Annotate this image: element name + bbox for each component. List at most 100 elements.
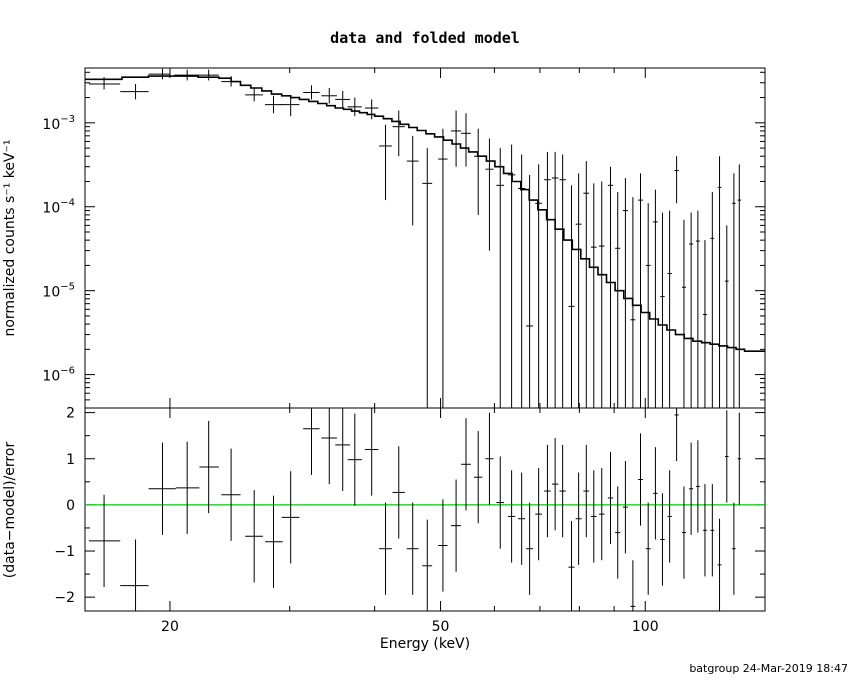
spectrum-data-point [148,68,170,80]
spectrum-data-point [535,164,543,408]
spectrum-data-point [281,95,300,117]
residual-data-point [703,484,707,577]
residual-data-point [695,440,700,533]
spectrum-data-point [710,191,715,408]
y-tick-label: 1 [66,452,75,468]
residual-data-point [615,486,621,579]
residual-data-point [660,493,665,586]
residual-data-point [568,521,575,611]
spectrum-data-point [667,210,672,408]
residual-data-point [737,412,742,505]
spectrum-data-point [379,124,392,201]
y-axis-label: normalized counts s⁻¹ keV⁻¹ [2,139,18,336]
spectrum-data-point [496,148,505,408]
residual-data-point [575,472,582,565]
residual-data-point [120,539,149,611]
residual-data-point [717,518,722,611]
spectrum-data-point [607,166,614,408]
spectrum-data-point [615,191,621,408]
x-axis-label: Energy (keV) [380,636,470,652]
residual-data-point [422,519,433,611]
spectrum-data-point [695,210,700,408]
spectrum-data-point [199,69,219,81]
residual-data-point [245,490,263,583]
spectrum-data-point [303,85,320,100]
residual-data-point [645,502,651,595]
residual-data-point [710,484,715,577]
y-tick-label: 10−4 [42,198,75,217]
spectrum-data-point [575,173,582,408]
residual-data-point [474,431,483,524]
spectrum-data-point [321,87,337,104]
spectrum-data-point [451,110,462,167]
residual-data-point [583,444,590,538]
spectrum-data-point [507,144,516,408]
spectrum-data-point [335,90,351,109]
residual-data-point [674,408,679,462]
x-tick-label: 20 [161,619,179,635]
spectrum-data-point [518,154,526,408]
footer-credit: batgroup 24-Mar-2019 18:47 [689,662,848,675]
spectrum-data-point [583,161,590,408]
spectrum-data-point [732,173,736,408]
spectrum-data-point [737,164,742,408]
spectrum-data-point [221,76,241,87]
y-tick-label: 2 [66,406,75,422]
residual-data-point [281,471,300,564]
spectrum-data-point [630,197,636,408]
spectrum-data-point [645,203,651,408]
residual-data-point [551,437,559,531]
residual-data-point [725,410,729,503]
spectrum-data-point [406,135,419,226]
spectrum-data-point [551,151,559,408]
spectrum-data-point [622,178,628,408]
residual-data-point [638,433,643,526]
residual-data-point [598,467,605,561]
residual-data-point [485,412,494,505]
residual-data-point [303,408,320,475]
residual-data-point [622,461,628,554]
y-tick-label: 10−6 [42,366,75,385]
spectrum-data-point [245,87,263,102]
y-tick-label: 10−3 [42,114,75,133]
residual-data-point [590,470,597,563]
spectrum-data-point [660,212,665,408]
y-tick-label: −2 [54,590,75,606]
x-tick-label: 100 [632,619,659,635]
spectrum-data-point [653,189,658,408]
residual-data-point [321,408,337,485]
y-tick-label: 10−5 [42,282,75,301]
spectrum-data-point [265,95,283,114]
y-tick-label: 0 [66,498,75,514]
residual-data-point [732,502,736,595]
residual-data-point [347,413,362,506]
residual-data-point [689,442,694,535]
chart-title: data and folded model [330,29,520,47]
residual-data-point [406,502,419,595]
residual-data-point [507,470,516,563]
spectrum-data-point [559,154,566,408]
spectrum-data-point [438,128,448,408]
spectrum-data-point [568,185,575,408]
residual-data-point [526,502,534,595]
residual-data-point [544,444,551,538]
residual-data-point [535,467,543,561]
model-step-line [85,75,765,352]
residual-data-point [335,408,351,492]
residual-data-point [518,472,526,565]
x-tick-label: 50 [432,619,450,635]
spectrum-data-point [544,151,551,408]
spectrum-data-point [364,99,379,120]
spectrum-data-point [461,113,471,167]
residual-data-point [364,408,379,496]
residual-data-point [88,494,121,588]
spectrum-data-point [703,240,707,408]
spectrum-data-point [120,84,149,100]
spectrum-data-point [689,212,694,408]
spectrum-data-point [347,97,362,117]
residual-data-point [265,495,283,588]
bottom-plot-frame [84,407,766,612]
spectrum-data-point [174,69,200,81]
spectrum-data-point [590,183,597,408]
